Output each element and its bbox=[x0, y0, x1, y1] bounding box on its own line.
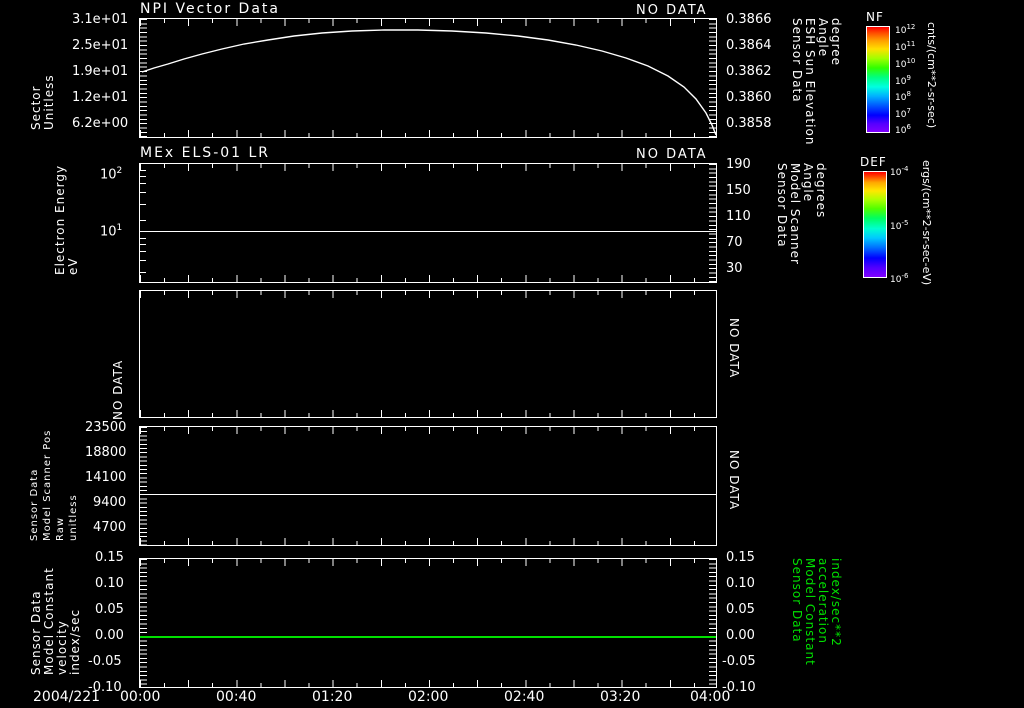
colorbar-def-tick-0: 10-4 bbox=[890, 165, 909, 178]
panel-4-xminor-top bbox=[140, 427, 716, 431]
panel-1-right-tick-3: 0.3860 bbox=[726, 90, 772, 105]
panel-5-right-tick-4: -0.05 bbox=[722, 654, 756, 669]
panel-2-left-tick-1: 101 bbox=[100, 223, 123, 240]
x-tick-2: 01:20 bbox=[312, 689, 353, 705]
panel-1-series-curve bbox=[141, 29, 717, 136]
colorbar-def-gradient[interactable] bbox=[863, 171, 887, 278]
panel-2-xminor-top bbox=[140, 164, 716, 168]
colorbar-nf-tick-1: 1011 bbox=[895, 40, 916, 53]
panel-1-left-tick-3: 1.2e+01 bbox=[72, 90, 129, 105]
panel-2-right-tick-4: 30 bbox=[726, 261, 743, 276]
panel-4-xminor-bottom bbox=[140, 541, 716, 545]
panel-5-plot-area bbox=[139, 558, 717, 688]
colorbar-def-unit: ergs/(cm**2-sr-sec-eV) bbox=[920, 160, 933, 286]
panel-5-left-tick-0: 0.15 bbox=[95, 550, 124, 565]
colorbar-nf-tick-6: 106 bbox=[895, 123, 911, 136]
panel-1-right-header: NO DATA bbox=[636, 3, 708, 18]
colorbar-nf-tick-2: 1010 bbox=[895, 57, 916, 70]
panel-4-yticks-left bbox=[140, 427, 147, 545]
panel-2-right-axis-title: Sensor Data Model Scanner Angle degrees bbox=[775, 163, 828, 265]
panel-3-left-nodata: NO DATA bbox=[111, 359, 125, 420]
panel-5-xminor-bottom bbox=[140, 683, 716, 687]
panel-5-xminor-top bbox=[140, 559, 716, 563]
panel-4-left-tick-3: 9400 bbox=[93, 495, 127, 510]
colorbar-def-title: DEF bbox=[860, 155, 887, 169]
panel-2-series-line bbox=[140, 231, 716, 232]
panel-5-left-tick-3: 0.00 bbox=[95, 628, 124, 643]
panel-4-right-nodata: NO DATA bbox=[727, 450, 741, 511]
colorbar-nf-tick-4: 108 bbox=[895, 90, 911, 103]
panel-4-series-line bbox=[140, 494, 716, 495]
panel-1-left-tick-0: 3.1e+01 bbox=[72, 12, 129, 27]
panel-1-xminor-bottom bbox=[140, 133, 716, 137]
panel-5-right-tick-3: 0.00 bbox=[726, 628, 755, 643]
panel-3-right-nodata: NO DATA bbox=[727, 318, 741, 379]
panel-1-right-tick-4: 0.3858 bbox=[726, 116, 772, 131]
x-tick-4: 02:40 bbox=[504, 689, 545, 705]
panel-5-series-line bbox=[140, 636, 716, 638]
panel-5-left-tick-1: 0.10 bbox=[95, 576, 124, 591]
panel-1-right-axis-title: Sensor Data ESH Sun Elevation Angle degr… bbox=[790, 18, 843, 146]
panel-5-left-tick-4: -0.05 bbox=[88, 654, 122, 669]
panel-5-right-tick-5: -0.10 bbox=[722, 680, 756, 695]
colorbar-def-tick-1: 10-5 bbox=[890, 219, 909, 232]
panel-3-xminor-top bbox=[140, 291, 716, 295]
panel-1-right-tick-1: 0.3864 bbox=[726, 38, 772, 53]
panel-2-yticks-right bbox=[709, 164, 716, 282]
panel-2-right-tick-2: 110 bbox=[726, 209, 751, 224]
panel-1-xminor-top bbox=[140, 19, 716, 23]
panel-4-plot-area bbox=[139, 426, 717, 546]
panel-2-left-axis-title: Electron Energy eV bbox=[53, 164, 80, 275]
x-axis-date: 2004/221 bbox=[33, 689, 101, 705]
panel-1-right-tick-2: 0.3862 bbox=[726, 64, 772, 79]
panel-4-left-tick-0: 23500 bbox=[85, 420, 127, 435]
panel-2-xminor-bottom bbox=[140, 278, 716, 282]
panel-1-left-axis-title: Sector Unitless bbox=[29, 74, 56, 130]
panel-1-title: NPI Vector Data bbox=[140, 1, 280, 17]
panel-4-left-tick-1: 18800 bbox=[85, 445, 127, 460]
panel-1-yticks-left bbox=[140, 19, 147, 137]
panel-1-left-tick-4: 6.2e+00 bbox=[72, 116, 129, 131]
x-tick-6: 04:00 bbox=[690, 689, 731, 705]
x-tick-1: 00:40 bbox=[216, 689, 257, 705]
panel-2-plot-area bbox=[139, 163, 717, 283]
colorbar-nf-gradient[interactable] bbox=[866, 26, 890, 133]
panel-5-right-tick-1: 0.10 bbox=[726, 576, 755, 591]
panel-2-right-tick-1: 150 bbox=[726, 183, 751, 198]
panel-5-right-tick-2: 0.05 bbox=[726, 602, 755, 617]
panel-1-left-tick-1: 2.5e+01 bbox=[72, 38, 129, 53]
panel-5-left-tick-2: 0.05 bbox=[95, 602, 124, 617]
colorbar-nf-unit: cnts/(cm**2-sr-sec) bbox=[925, 22, 938, 129]
panel-3-plot-area bbox=[139, 290, 717, 418]
panel-1-plot-area bbox=[139, 18, 717, 138]
panel-2-right-header: NO DATA bbox=[636, 147, 708, 162]
panel-1-yticks-right bbox=[709, 19, 716, 137]
panel-2-left-tick-0: 102 bbox=[100, 166, 123, 183]
x-tick-5: 03:20 bbox=[600, 689, 641, 705]
colorbar-def-tick-2: 10-6 bbox=[890, 272, 909, 285]
x-tick-0: 00:00 bbox=[120, 689, 161, 705]
colorbar-nf-tick-0: 1012 bbox=[895, 23, 916, 36]
colorbar-nf-tick-5: 107 bbox=[895, 107, 911, 120]
panel-1-right-tick-0: 0.3866 bbox=[726, 12, 772, 27]
colorbar-nf-title: NF bbox=[866, 10, 884, 24]
panel-5-left-tick-5: -0.10 bbox=[88, 680, 122, 695]
panel-5-yticks-right bbox=[709, 559, 716, 687]
panel-4-left-tick-4: 4700 bbox=[93, 520, 127, 535]
x-tick-3: 02:00 bbox=[408, 689, 449, 705]
panel-4-left-tick-2: 14100 bbox=[85, 470, 127, 485]
panel-1-left-tick-2: 1.9e+01 bbox=[72, 64, 129, 79]
colorbar-nf-tick-3: 109 bbox=[895, 74, 911, 87]
panel-2-title: MEx ELS-01 LR bbox=[140, 145, 271, 161]
panel-2-right-tick-3: 70 bbox=[726, 235, 743, 250]
panel-2-right-tick-0: 190 bbox=[726, 157, 751, 172]
panel-5-right-axis-title: Sensor Data Model Constant acceleration … bbox=[790, 558, 843, 666]
panel-5-yticks-left bbox=[140, 559, 147, 687]
panel-4-left-axis-title: Sensor Data Model Scanner Pos Raw unitle… bbox=[29, 429, 79, 541]
panel-3-xminor-bottom bbox=[140, 413, 716, 417]
panel-5-right-tick-0: 0.15 bbox=[726, 550, 755, 565]
panel-5-left-axis-title: Sensor Data Model Constant velocity inde… bbox=[29, 567, 82, 675]
